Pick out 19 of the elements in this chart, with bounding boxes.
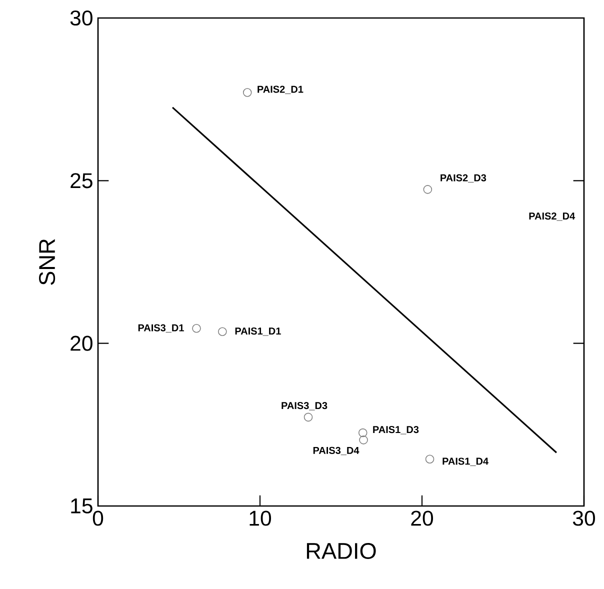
x-tick-label: 0 [92, 510, 104, 526]
y-tick-label: 20 [70, 336, 92, 351]
x-tick-label: 10 [250, 510, 272, 526]
x-tick-label: 20 [411, 510, 434, 526]
annotation: PAIS1_D4 [442, 458, 488, 466]
annotation: PAIS2_D1 [258, 86, 304, 94]
y-tick-label: 15 [71, 498, 92, 514]
y-tick-label: 25 [70, 173, 92, 188]
annotation: PAIS3_D1 [138, 324, 184, 332]
annotation: PAIS1_D3 [373, 426, 419, 434]
y-axis-title: SNR [39, 239, 56, 285]
annotation: PAIS3_D3 [282, 402, 328, 410]
y-tick-label: 30 [70, 10, 92, 26]
annotation: PAIS3_D4 [313, 446, 360, 456]
annotation: PAIS2_D3 [440, 174, 486, 183]
x-tick-label: 30 [572, 510, 596, 526]
annotation: PAIS1_D1 [235, 328, 281, 336]
x-axis-title: RADIO [306, 542, 376, 560]
annotation: PAIS2_D4 [529, 212, 576, 221]
